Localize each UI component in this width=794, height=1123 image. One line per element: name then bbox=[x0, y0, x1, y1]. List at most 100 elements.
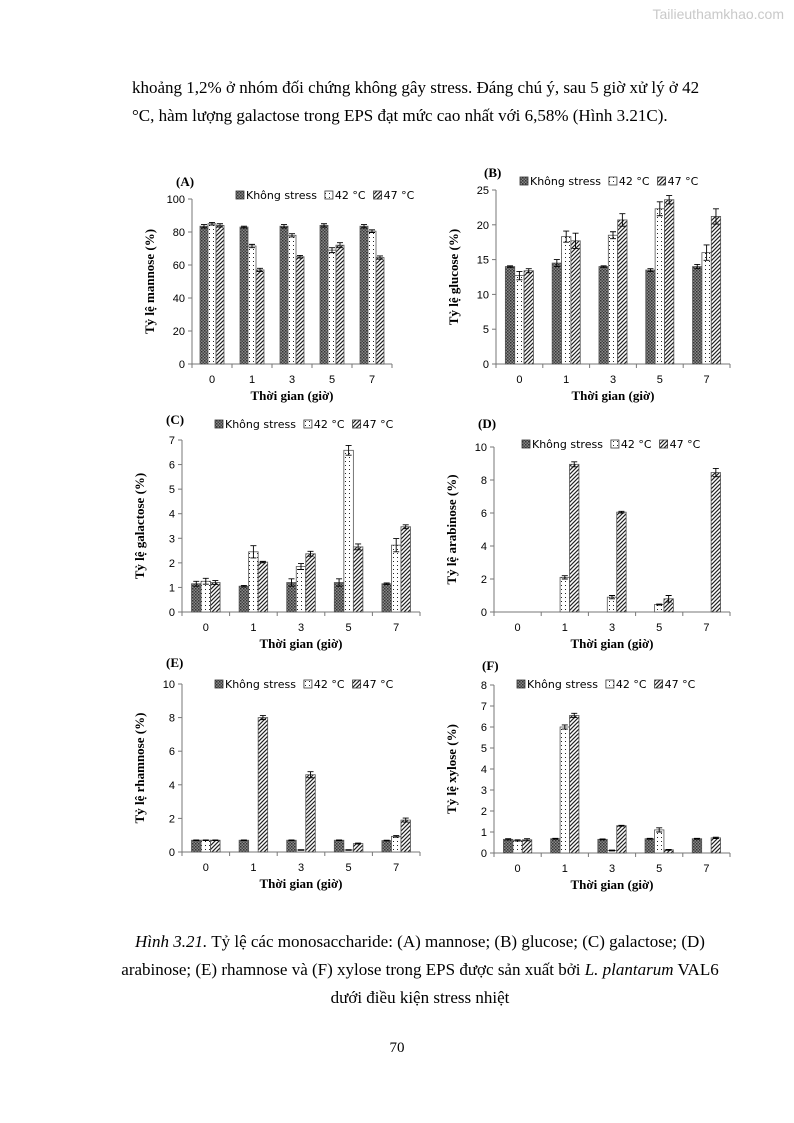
legend-label: 47 °C bbox=[384, 189, 415, 202]
x-tick-label: 5 bbox=[346, 862, 352, 874]
x-tick-label: 5 bbox=[656, 863, 662, 875]
error-bar bbox=[610, 231, 616, 240]
x-tick-label: 7 bbox=[369, 374, 375, 386]
bar bbox=[597, 838, 608, 854]
legend-swatch bbox=[657, 176, 667, 186]
y-tick-label: 5 bbox=[483, 324, 489, 336]
error-bar bbox=[656, 201, 663, 217]
error-bar bbox=[599, 838, 606, 841]
error-bar bbox=[552, 837, 559, 840]
x-tick-label: 5 bbox=[657, 374, 663, 386]
panel-label: (B) bbox=[484, 165, 501, 180]
y-tick-label: 10 bbox=[475, 442, 487, 454]
error-bar bbox=[393, 835, 400, 838]
error-bar bbox=[618, 824, 625, 827]
bar bbox=[550, 838, 561, 854]
error-bar bbox=[703, 244, 710, 261]
error-bar bbox=[240, 839, 247, 842]
error-bar bbox=[516, 270, 523, 281]
y-tick-label: 0 bbox=[481, 607, 487, 619]
error-bar bbox=[656, 827, 663, 833]
error-bar bbox=[609, 849, 615, 852]
error-bar bbox=[212, 580, 219, 585]
y-tick-label: 8 bbox=[481, 475, 487, 487]
caption-label: Hình 3.21. bbox=[135, 932, 208, 951]
error-bar bbox=[307, 771, 314, 779]
x-tick-label: 1 bbox=[562, 863, 568, 875]
error-bar bbox=[307, 550, 314, 557]
error-bar bbox=[193, 580, 200, 587]
panel-label: (D) bbox=[478, 416, 496, 431]
error-bar bbox=[257, 267, 263, 273]
y-tick-label: 10 bbox=[477, 289, 489, 301]
legend-label: Không stress bbox=[532, 438, 603, 451]
error-bar bbox=[240, 585, 247, 588]
panel-label: (E) bbox=[166, 655, 183, 670]
x-tick-label: 1 bbox=[250, 622, 256, 634]
error-bar bbox=[321, 223, 327, 228]
legend-swatch bbox=[214, 419, 224, 429]
y-axis-label: Tỷ lệ rhamnose (%) bbox=[132, 713, 147, 824]
legend-label: 47 °C bbox=[363, 678, 394, 691]
x-axis-label: Thời gian (giờ) bbox=[571, 388, 654, 403]
legend-swatch bbox=[324, 190, 334, 200]
error-bar bbox=[561, 724, 568, 730]
y-tick-label: 2 bbox=[481, 574, 487, 586]
bar bbox=[512, 840, 523, 854]
legend-swatch bbox=[659, 439, 669, 449]
y-tick-label: 4 bbox=[481, 764, 487, 776]
x-axis-label: Thời gian (giờ) bbox=[570, 877, 653, 892]
x-tick-label: 1 bbox=[562, 622, 568, 634]
y-tick-label: 6 bbox=[481, 508, 487, 520]
y-tick-label: 5 bbox=[169, 484, 175, 496]
error-bar bbox=[288, 578, 295, 587]
x-tick-label: 5 bbox=[656, 622, 662, 634]
error-bar bbox=[297, 254, 303, 259]
error-bar bbox=[336, 578, 343, 587]
legend-swatch bbox=[610, 439, 620, 449]
x-tick-label: 7 bbox=[703, 863, 709, 875]
error-bar bbox=[402, 817, 409, 823]
y-tick-label: 20 bbox=[477, 220, 489, 232]
bar bbox=[521, 839, 533, 854]
error-bar bbox=[250, 545, 257, 559]
y-tick-label: 25 bbox=[477, 185, 489, 197]
x-tick-label: 3 bbox=[609, 863, 615, 875]
error-bar bbox=[524, 838, 531, 842]
legend-label: Không stress bbox=[530, 175, 601, 188]
error-bar bbox=[619, 213, 626, 227]
error-bar bbox=[202, 839, 209, 842]
x-tick-label: 0 bbox=[203, 862, 209, 874]
x-tick-label: 3 bbox=[289, 374, 295, 386]
x-tick-label: 7 bbox=[704, 374, 710, 386]
error-bar bbox=[345, 444, 352, 456]
error-bar bbox=[505, 838, 512, 841]
error-bar bbox=[249, 243, 255, 249]
x-tick-label: 1 bbox=[249, 374, 255, 386]
error-bar bbox=[361, 224, 367, 229]
error-bar bbox=[241, 225, 247, 229]
error-bar bbox=[193, 839, 200, 842]
legend-swatch bbox=[352, 679, 362, 689]
legend-swatch bbox=[303, 679, 313, 689]
error-bar bbox=[646, 837, 653, 840]
watermark: Tailieuthamkhao.com bbox=[652, 6, 784, 22]
bar bbox=[503, 838, 514, 854]
y-tick-label: 0 bbox=[169, 847, 175, 859]
x-axis-label: Thời gian (giờ) bbox=[570, 636, 653, 651]
x-axis-label: Thời gian (giờ) bbox=[259, 636, 342, 651]
y-tick-label: 6 bbox=[169, 460, 175, 472]
body-paragraph: khoảng 1,2% ở nhóm đối chứng không gây s… bbox=[132, 74, 722, 130]
y-tick-label: 2 bbox=[481, 806, 487, 818]
bar bbox=[691, 838, 703, 854]
x-tick-label: 3 bbox=[610, 374, 616, 386]
y-axis-label: Tỷ lệ xylose (%) bbox=[444, 724, 459, 814]
x-tick-label: 0 bbox=[209, 374, 215, 386]
bar bbox=[710, 837, 721, 854]
bar bbox=[559, 726, 570, 854]
legend-label: 42 °C bbox=[621, 438, 652, 451]
error-bar bbox=[507, 265, 514, 268]
